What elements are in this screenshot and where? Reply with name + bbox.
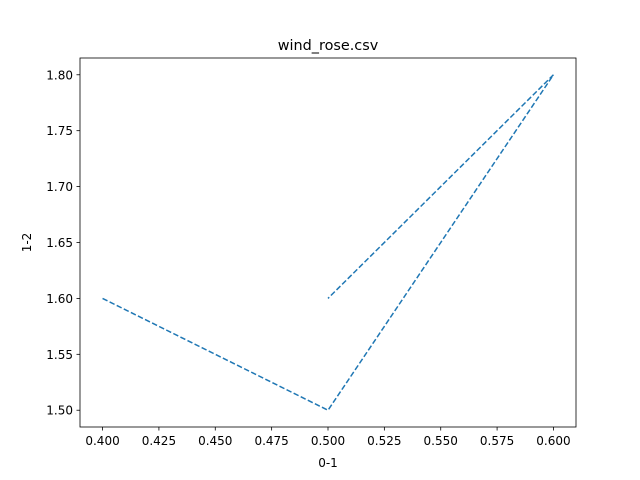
x-tick-label: 0.525 [367, 434, 401, 448]
x-tick-label: 0.600 [536, 434, 570, 448]
series-line [102, 74, 555, 412]
y-tick-label: 1.55 [46, 348, 73, 362]
x-tick-label: 0.475 [254, 434, 288, 448]
x-tick-label: 0.450 [198, 434, 232, 448]
y-axis-label: 1-2 [20, 233, 34, 253]
x-axis: 0.400 0.425 0.450 0.475 0.500 0.525 0.550 0.575… [85, 427, 571, 448]
y-tick-label: 1.70 [46, 180, 73, 194]
y-tick-label: 1.75 [46, 124, 73, 138]
x-axis-label: 0-1 [318, 456, 338, 470]
x-tick-label: 0.500 [311, 434, 345, 448]
x-tick-label: 0.550 [424, 434, 458, 448]
y-tick-label: 1.65 [46, 236, 73, 250]
x-tick-label: 0.400 [85, 434, 119, 448]
y-tick-label: 1.60 [46, 292, 73, 306]
y-tick-label: 1.50 [46, 404, 73, 418]
chart-title: wind_rose.csv [278, 38, 379, 54]
y-axis: 1.50 1.55 1.60 1.65 1.70 1.75 1.80 [46, 68, 80, 418]
x-tick-label: 0.425 [142, 434, 176, 448]
y-tick-label: 1.80 [46, 68, 73, 82]
x-tick-label: 0.575 [480, 434, 514, 448]
